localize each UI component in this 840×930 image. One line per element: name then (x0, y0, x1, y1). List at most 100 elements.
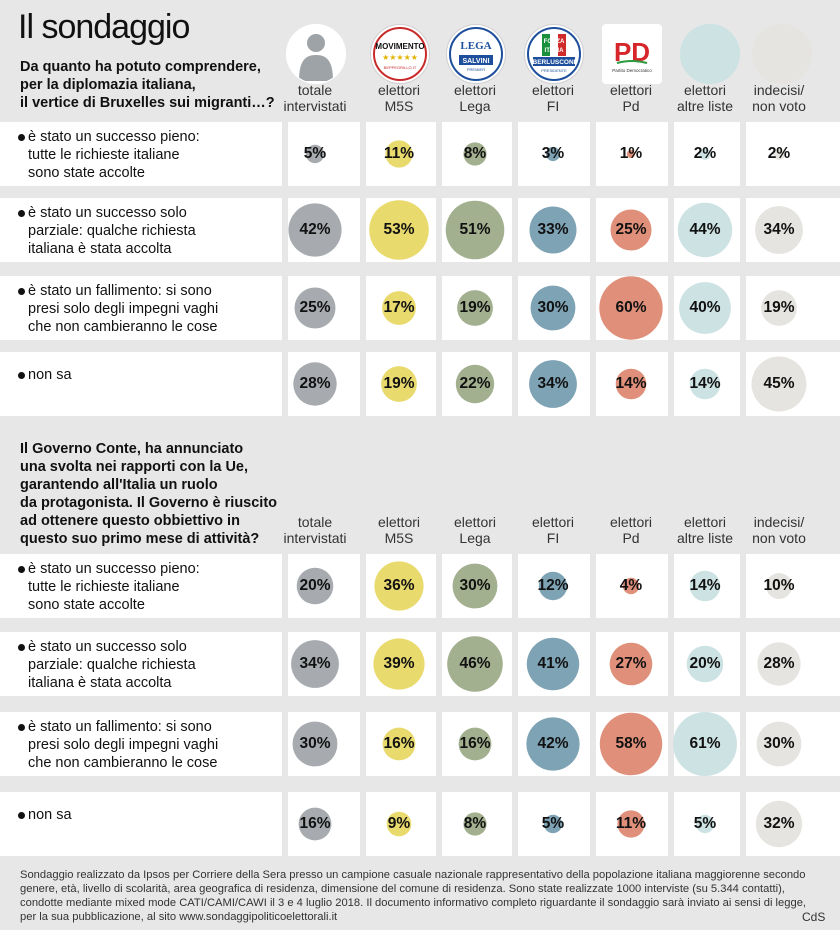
percentage-label: 19% (763, 299, 795, 316)
column-divider (590, 792, 596, 856)
percentage-label: 34% (763, 221, 795, 238)
column-header-indecisi: indecisi/ non voto (752, 82, 806, 114)
svg-text:BEPPEGRILLO.IT: BEPPEGRILLO.IT (384, 65, 417, 70)
percentage-label: 34% (537, 375, 569, 392)
percentage-label: 53% (383, 221, 415, 238)
column-divider (512, 276, 518, 340)
question-1: Da quanto ha potuto comprendere, per la … (20, 59, 275, 111)
column-divider (436, 276, 442, 340)
percentage-label: 40% (689, 299, 721, 316)
percentage-label: 25% (299, 299, 331, 316)
column-divider (282, 198, 288, 262)
column-divider (436, 712, 442, 776)
column-divider (512, 198, 518, 262)
bullet-icon (18, 372, 25, 379)
column-divider (668, 352, 674, 416)
column-header-lega: elettori Lega (453, 514, 497, 546)
column-divider (740, 198, 746, 262)
bullet-icon (18, 134, 25, 141)
column-header-altre: elettori altre liste (676, 514, 734, 546)
percentage-label: 28% (299, 375, 331, 392)
svg-text:★★★★★: ★★★★★ (382, 53, 418, 62)
percentage-label: 25% (615, 221, 647, 238)
percentage-label: 30% (299, 735, 331, 752)
column-divider (282, 632, 288, 696)
column-divider (668, 276, 674, 340)
column-divider (668, 632, 674, 696)
column-divider (590, 198, 596, 262)
answer-label: è stato un fallimento: si sono presi sol… (28, 283, 219, 335)
movimento-5-stelle-logo-icon: MOVIMENTO ★★★★★ BEPPEGRILLO.IT (370, 24, 430, 84)
percentage-label: 28% (763, 655, 795, 672)
percentage-label: 41% (537, 655, 569, 672)
answer-label: è stato un successo solo parziale: qualc… (28, 639, 196, 691)
percentage-label: 4% (619, 577, 643, 594)
column-divider (360, 632, 366, 696)
column-header-indecisi: indecisi/ non voto (752, 514, 806, 546)
svg-text:LEGA: LEGA (460, 40, 491, 52)
column-divider (512, 352, 518, 416)
percentage-label: 14% (689, 577, 721, 594)
column-header-pd: elettori Pd (609, 82, 653, 114)
column-divider (360, 352, 366, 416)
column-divider (512, 554, 518, 618)
svg-text:ITALIA: ITALIA (545, 48, 565, 54)
column-divider (740, 554, 746, 618)
column-divider (360, 712, 366, 776)
person-silhouette-icon (286, 24, 346, 84)
percentage-label: 44% (689, 221, 721, 238)
column-divider (740, 632, 746, 696)
percentage-label: 39% (383, 655, 415, 672)
column-divider (740, 122, 746, 186)
indecisi-circle-icon (752, 24, 812, 84)
percentage-label: 3% (541, 145, 565, 162)
column-divider (590, 632, 596, 696)
percentage-label: 51% (459, 221, 491, 238)
percentage-label: 5% (303, 145, 327, 162)
column-divider (740, 276, 746, 340)
partito-democratico-logo-icon: PD Partito Democratico (602, 24, 662, 84)
column-header-fi: elettori FI (531, 82, 575, 114)
percentage-label: 33% (537, 221, 569, 238)
percentage-label: 61% (689, 735, 721, 752)
answer-label: è stato un successo pieno: tutte le rich… (28, 129, 200, 181)
column-divider (512, 792, 518, 856)
page-title: Il sondaggio (18, 8, 190, 46)
svg-text:SALVINI: SALVINI (462, 58, 489, 65)
column-divider (590, 122, 596, 186)
column-divider (668, 122, 674, 186)
column-divider (360, 122, 366, 186)
percentage-label: 16% (459, 735, 491, 752)
column-divider (512, 712, 518, 776)
percentage-label: 22% (459, 375, 491, 392)
percentage-label: 34% (299, 655, 331, 672)
column-divider (282, 122, 288, 186)
percentage-label: 30% (763, 735, 795, 752)
percentage-label: 10% (763, 577, 795, 594)
answer-label: è stato un fallimento: si sono presi sol… (28, 719, 219, 771)
percentage-label: 32% (763, 815, 795, 832)
svg-text:PRESIDENTE: PRESIDENTE (541, 68, 567, 73)
credit: CdS (802, 910, 826, 924)
percentage-label: 42% (537, 735, 569, 752)
column-divider (282, 554, 288, 618)
column-divider (282, 792, 288, 856)
percentage-label: 14% (615, 375, 647, 392)
column-header-totale: totale intervistati (283, 514, 347, 546)
column-divider (590, 276, 596, 340)
percentage-label: 5% (541, 815, 565, 832)
percentage-label: 1% (619, 145, 643, 162)
answer-label: è stato un successo pieno: tutte le rich… (28, 561, 200, 613)
answer-label: non sa (28, 807, 72, 823)
percentage-label: 60% (615, 299, 647, 316)
bullet-icon (18, 566, 25, 573)
column-header-totale: totale intervistati (283, 82, 347, 114)
bullet-icon (18, 724, 25, 731)
column-divider (360, 554, 366, 618)
percentage-label: 27% (615, 655, 647, 672)
column-divider (360, 792, 366, 856)
percentage-label: 20% (299, 577, 331, 594)
column-header-m5s: elettori M5S (377, 82, 421, 114)
percentage-label: 2% (767, 145, 791, 162)
